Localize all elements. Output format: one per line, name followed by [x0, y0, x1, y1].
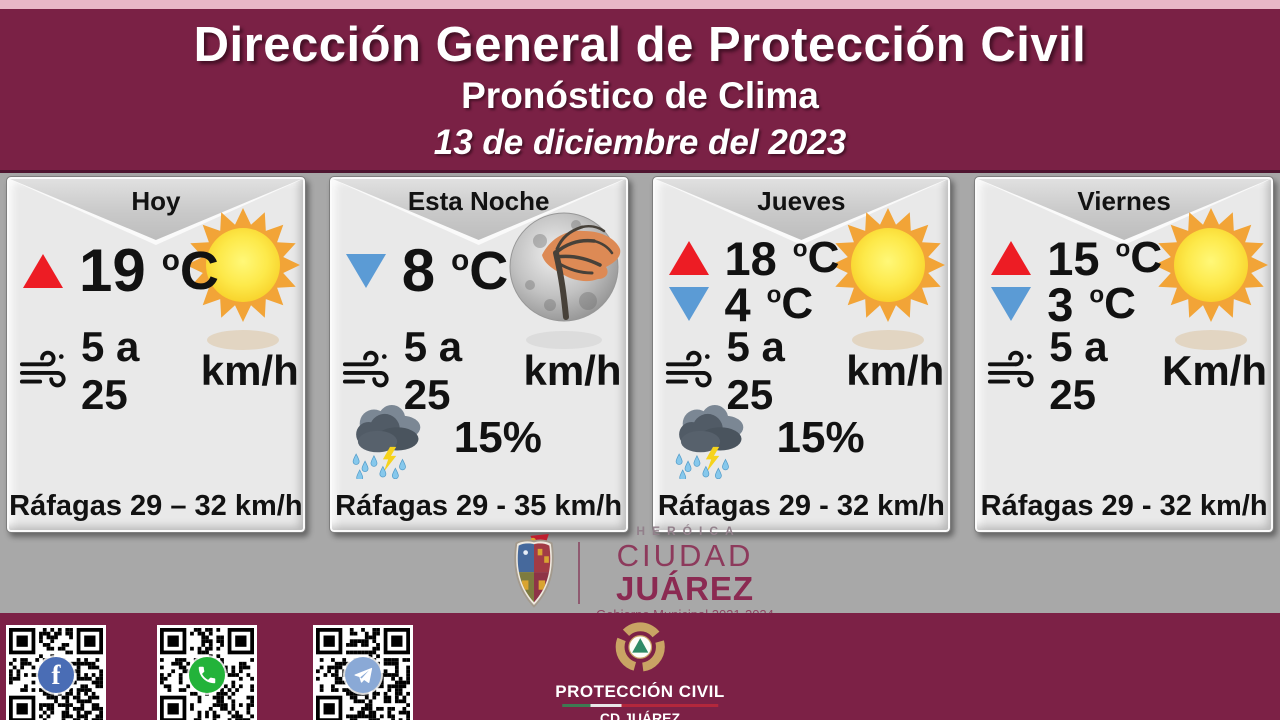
pc-underline: [561, 704, 718, 707]
header-banner: Dirección General de Protección Civil Pr…: [0, 0, 1280, 173]
high-temp-value: 15: [1047, 231, 1100, 285]
forecast-cards: Hoy 19 oC: [6, 176, 1274, 533]
gusts-label: Ráfagas 29 - 32 km/h: [657, 490, 945, 522]
top-pink-strip: [0, 0, 1280, 9]
sun-icon: [828, 203, 948, 353]
degree-unit: oC: [792, 233, 840, 282]
wind-speed-row: 5 a 25 km/h: [19, 323, 299, 418]
wind-icon: [342, 350, 389, 388]
page-title: Dirección General de Protección Civil: [193, 18, 1087, 72]
sun-icon: [1151, 203, 1271, 353]
facebook-qr-code: f: [6, 625, 106, 720]
wind-icon: [665, 350, 712, 388]
wind-speed-unit: km/h: [523, 347, 622, 394]
proteccion-civil-emblem-icon: [615, 622, 665, 672]
forecast-card-jueves: Jueves 18 oC 4 oC: [651, 176, 952, 533]
card-day-label: Jueves: [757, 186, 846, 216]
pc-title: PROTECCIÓN CIVIL: [555, 682, 725, 701]
wind-speed-row: 5 a 25 km/h: [665, 323, 945, 418]
low-temp-value: 8: [401, 237, 436, 304]
low-temp-value: 4: [724, 277, 751, 331]
forecast-card-hoy: Hoy 19 oC: [6, 176, 306, 533]
gusts-label: Ráfagas 29 – 32 km/h: [9, 490, 303, 522]
rain-probability-value: 15%: [776, 413, 865, 462]
low-temp-row: 8 oC: [345, 236, 509, 306]
gusts-label: Ráfagas 29 - 32 km/h: [980, 490, 1268, 522]
proteccion-civil-logo: PROTECCIÓN CIVIL CD.JUÁREZ: [555, 618, 725, 720]
gusts-label: Ráfagas 29 - 35 km/h: [335, 490, 623, 522]
up-triangle-icon: [23, 254, 63, 288]
wind-speed-value: 5 a 25: [403, 323, 463, 418]
wind-speed-unit: km/h: [200, 347, 299, 394]
card-day-label: Esta Noche: [407, 186, 550, 216]
low-temp-row: 4 oC: [668, 277, 840, 331]
sun-icon: [183, 203, 303, 353]
high-temp-value: 19: [79, 237, 146, 304]
telegram-icon: [345, 657, 381, 693]
telegram-qr-code: [313, 625, 413, 720]
city-branding: HERÓICA CIUDAD JUÁREZ Gobierno Municipal…: [0, 525, 1280, 621]
high-temp-row: 19 oC: [23, 236, 219, 306]
wind-icon: [988, 350, 1034, 388]
degree-unit: oC: [766, 279, 814, 328]
brand-juarez: JUÁREZ: [615, 570, 754, 607]
rain-cloud-icon: [675, 405, 743, 479]
high-temp-value: 18: [724, 231, 777, 285]
rain-probability-value: 15%: [453, 413, 542, 462]
up-triangle-icon: [668, 241, 709, 275]
rain-cloud-icon: [352, 405, 421, 479]
forecast-card-viernes: Viernes 15 oC 3 oC: [974, 176, 1274, 533]
card-day-label: Hoy: [131, 186, 181, 216]
pc-subtitle: CD.JUÁREZ: [599, 710, 681, 720]
brand-divider: [578, 542, 581, 604]
down-triangle-icon: [345, 254, 386, 288]
up-triangle-icon: [991, 241, 1032, 275]
coat-of-arms-icon: [514, 534, 554, 608]
wind-icon: [19, 350, 66, 388]
low-temp-row: 3 oC: [991, 277, 1162, 331]
facebook-icon: f: [38, 657, 74, 693]
wind-speed-value: 5 a 25: [81, 323, 140, 418]
degree-unit: oC: [1115, 233, 1163, 282]
brand-ciudad: CIUDAD: [616, 538, 754, 573]
wind-speed-row: 5 a 25 km/h: [342, 323, 622, 418]
low-temp-value: 3: [1047, 277, 1074, 331]
card-day-label: Viernes: [1077, 186, 1171, 216]
degree-unit: oC: [451, 241, 509, 301]
wind-speed-value: 5 a 25: [726, 323, 785, 418]
down-triangle-icon: [668, 287, 709, 321]
high-temp-row: 15 oC: [991, 231, 1163, 285]
degree-unit: oC: [1089, 279, 1136, 328]
rain-probability-row: 15%: [344, 397, 542, 479]
footer-bar: f PROTECCIÓN CIVIL CD.JUÁREZ: [0, 613, 1280, 720]
wind-speed-value: 5 a 25: [1049, 323, 1108, 418]
whatsapp-icon: [189, 657, 225, 693]
brand-heroica: HERÓICA: [636, 524, 741, 538]
wind-speed-row: 5 a 25 Km/h: [987, 323, 1267, 418]
rain-probability-row: 15%: [667, 397, 865, 479]
whatsapp-qr-code: [157, 625, 257, 720]
high-temp-row: 18 oC: [668, 231, 840, 285]
forecast-card-esta-noche: Esta Noche: [328, 176, 629, 533]
degree-unit: oC: [161, 241, 219, 301]
wind-speed-unit: Km/h: [1162, 347, 1267, 394]
down-triangle-icon: [991, 287, 1032, 321]
moon-windy-tree-icon: [506, 203, 626, 353]
forecast-date: 13 de diciembre del 2023: [433, 123, 847, 162]
wind-speed-unit: km/h: [846, 347, 945, 394]
page-subtitle: Pronóstico de Clima: [461, 75, 819, 116]
